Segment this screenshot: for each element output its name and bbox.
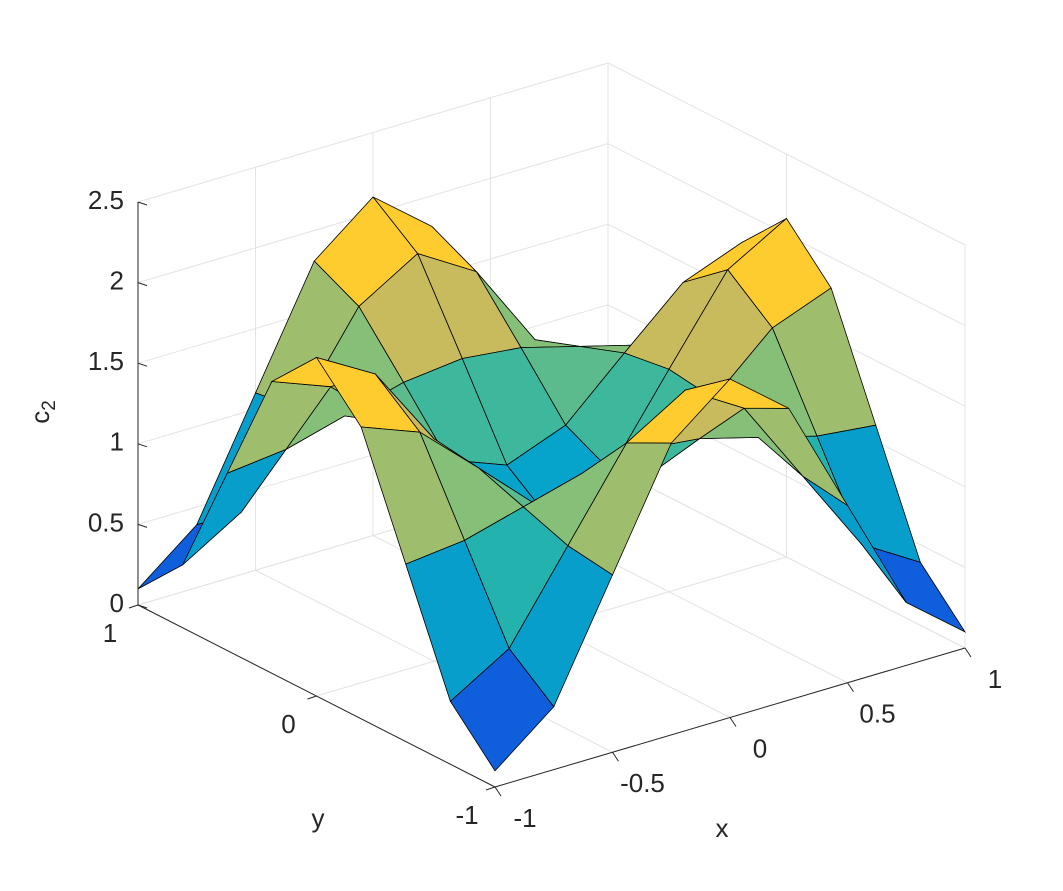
x-tick (729, 717, 737, 727)
y-tick (128, 604, 139, 609)
z-tick-label: 0 (110, 588, 124, 618)
z-tick (137, 201, 148, 206)
x-tick (612, 751, 619, 762)
x-tick-label: 1 (988, 664, 1002, 694)
z-axis-label: c2 (25, 400, 60, 424)
y-axis-label: y (312, 803, 325, 833)
surface (137, 196, 967, 772)
z-tick-label: 2 (110, 265, 124, 295)
surface-patch (449, 647, 555, 772)
grid-line (137, 62, 609, 203)
x-tick (847, 682, 854, 693)
x-tick-label: -0.5 (620, 768, 665, 798)
z-tick (137, 282, 148, 287)
x-tick-label: 0.5 (859, 699, 895, 729)
x-tick (964, 647, 972, 658)
x-tick-label: 0 (753, 733, 767, 763)
z-tick (137, 362, 148, 367)
z-axis-label-subscript: 2 (39, 400, 60, 411)
y-tick-label: -1 (455, 800, 478, 830)
grid-line (607, 465, 966, 649)
z-tick (137, 604, 148, 609)
y-tick (485, 786, 496, 791)
z-tick-label: 2.5 (88, 185, 124, 215)
z-tick-label: 1.5 (88, 346, 124, 376)
x-tick-label: -1 (513, 803, 536, 833)
z-axis-label-base: c (25, 411, 55, 424)
axes: 00.511.522.5-1-0.500.51-101 (88, 185, 1002, 833)
z-tick (137, 523, 148, 528)
y-tick (307, 695, 317, 700)
x-axis-label: x (716, 813, 729, 843)
y-tick-label: 1 (103, 618, 117, 648)
y-tick-label: 0 (281, 709, 295, 739)
z-tick-label: 1 (110, 427, 124, 457)
z-tick-label: 0.5 (88, 507, 124, 537)
z-tick (137, 443, 148, 448)
grid-line (607, 62, 966, 246)
x-tick (494, 786, 502, 797)
